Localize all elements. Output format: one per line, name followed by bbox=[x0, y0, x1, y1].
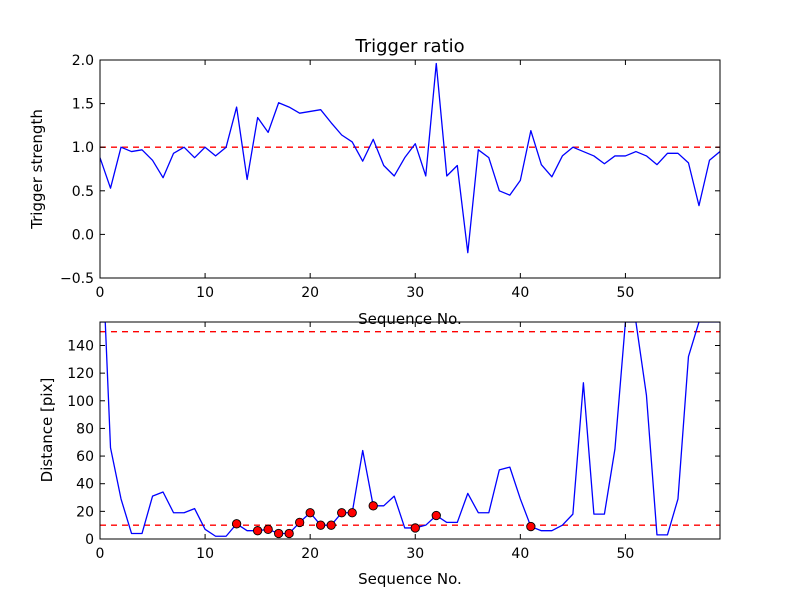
distance-flagged-point bbox=[347, 508, 357, 518]
trigger-ratio-title: Trigger ratio bbox=[354, 36, 464, 57]
distance-x-tick-label: 30 bbox=[406, 546, 424, 562]
distance-y-tick-label: 140 bbox=[67, 338, 94, 354]
trigger-ratio-x-tick-label: 40 bbox=[511, 285, 529, 301]
trigger-ratio-x-tick-label: 50 bbox=[617, 285, 635, 301]
distance-flagged-point bbox=[368, 501, 378, 511]
distance-flagged-point bbox=[295, 517, 305, 528]
trigger-ratio-y-label: Trigger strength bbox=[28, 109, 46, 230]
trigger-ratio-x-tick-label: 30 bbox=[406, 285, 424, 301]
distance-series bbox=[100, 322, 720, 537]
trigger-ratio-y-tick-label: −0.5 bbox=[60, 271, 94, 287]
distance-y-tick-label: 100 bbox=[67, 394, 94, 410]
distance-flagged-point bbox=[316, 520, 326, 530]
distance-x-tick-label: 50 bbox=[617, 546, 635, 562]
distance-flagged-point bbox=[326, 520, 336, 530]
distance-flagged-point bbox=[252, 526, 263, 536]
distance-x-tick-label: 0 bbox=[96, 546, 105, 562]
distance-x-label: Sequence No. bbox=[358, 570, 462, 588]
distance-flagged-point bbox=[231, 519, 242, 529]
distance-flagged-point bbox=[431, 510, 441, 521]
trigger-ratio-ticks: 0 10 20 30 40 50 −0.5 0.0 0.5 1.0 1.5 2.0 bbox=[60, 53, 720, 301]
trigger-ratio-x-tick-label: 20 bbox=[301, 285, 319, 301]
trigger-ratio-x-tick-label: 0 bbox=[96, 285, 105, 301]
trigger-ratio-series-line bbox=[100, 62, 720, 254]
distance-y-tick-label: 40 bbox=[76, 477, 94, 493]
distance-flagged-markers bbox=[231, 501, 536, 539]
distance-plot-frame bbox=[99, 321, 721, 540]
distance-y-tick-label: 120 bbox=[67, 366, 94, 382]
distance-y-tick-label: 80 bbox=[76, 421, 94, 437]
distance-flagged-point bbox=[337, 508, 347, 518]
distance-y-tick-label: 60 bbox=[76, 449, 94, 465]
distance-flagged-point bbox=[263, 524, 273, 534]
distance-ticks: 0 10 20 30 40 50 0 20 40 60 80 100 120 140 bbox=[67, 322, 720, 562]
distance-flagged-point bbox=[284, 528, 294, 539]
trigger-ratio-y-tick-label: 1.5 bbox=[72, 97, 94, 113]
distance-chart: 0 10 20 30 40 50 0 20 40 60 80 100 120 140 Sequence N… bbox=[38, 321, 721, 588]
trigger-ratio-series bbox=[100, 62, 720, 254]
distance-y-tick-label: 20 bbox=[76, 504, 94, 520]
distance-flagged-point bbox=[410, 523, 420, 533]
trigger-ratio-y-tick-label: 0.0 bbox=[72, 227, 94, 243]
trigger-ratio-x-tick-label: 10 bbox=[196, 285, 214, 301]
trigger-ratio-plot-frame bbox=[99, 59, 721, 279]
distance-x-tick-label: 10 bbox=[196, 546, 214, 562]
distance-x-tick-label: 20 bbox=[301, 546, 319, 562]
trigger-ratio-x-label: Sequence No. bbox=[358, 310, 462, 328]
distance-y-label: Distance [pix] bbox=[38, 378, 56, 483]
distance-y-tick-label: 0 bbox=[85, 532, 94, 548]
trigger-ratio-y-tick-label: 0.5 bbox=[72, 184, 94, 200]
trigger-ratio-y-tick-label: 1.0 bbox=[72, 140, 94, 156]
trigger-ratio-y-tick-label: 2.0 bbox=[72, 53, 94, 69]
distance-flagged-point bbox=[305, 508, 315, 518]
distance-flagged-point bbox=[526, 521, 536, 532]
distance-x-tick-label: 40 bbox=[511, 546, 529, 562]
trigger-ratio-chart: Trigger ratio 0 10 20 30 40 50 −0.5 0.0 0.5 1.0 1.… bbox=[28, 36, 721, 328]
distance-flagged-point bbox=[273, 528, 284, 539]
distance-series-line bbox=[100, 322, 720, 537]
